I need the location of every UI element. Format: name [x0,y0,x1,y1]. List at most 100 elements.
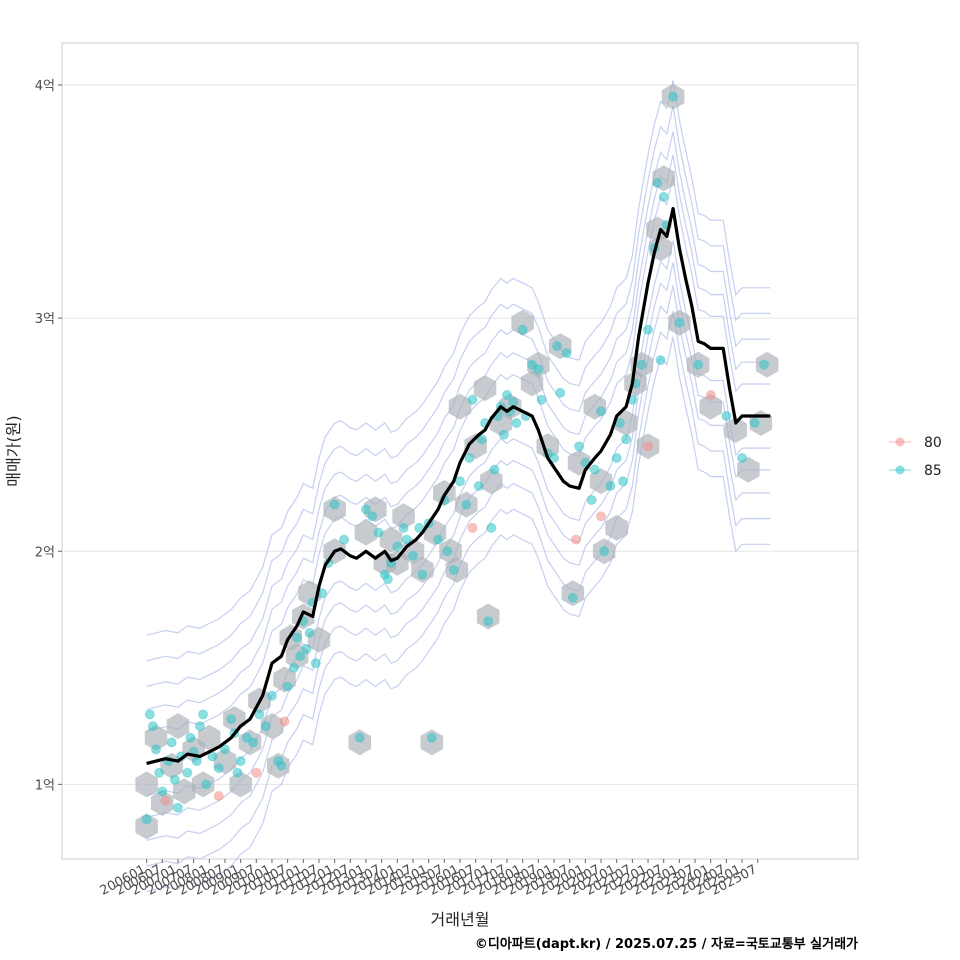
point-80-4 [467,522,478,533]
point-85-20 [219,744,230,755]
point-85-118 [758,359,769,370]
point-85-16 [198,709,209,720]
point-85-102 [621,434,632,445]
hexbin-15 [260,713,284,740]
point-85-44 [339,534,350,545]
point-85-94 [586,494,597,505]
x-axis-title: 거래년월 [431,910,490,929]
y-tick-label-1: 2억 [35,545,55,560]
point-85-35 [295,651,306,662]
legend-label-80: 80 [924,435,942,451]
point-85-32 [282,681,293,692]
point-85-69 [476,434,487,445]
point-85-62 [442,546,453,557]
point-85-112 [668,91,679,102]
point-85-57 [417,569,428,580]
point-85-109 [655,355,666,366]
hexbin-47 [511,309,534,336]
point-80-6 [596,511,607,522]
hexbin-49 [527,351,550,378]
point-85-110 [658,191,669,202]
contour-upper-4 [146,80,771,636]
moving-average-line [146,206,771,765]
point-80-1 [213,791,224,802]
point-85-83 [527,359,538,370]
hexbin-0 [135,813,158,840]
point-80-7 [643,441,654,452]
point-85-76 [498,429,509,440]
point-85-45 [354,732,365,743]
point-85-116 [737,452,748,463]
point-85-98 [605,480,616,491]
point-85-54 [401,534,412,545]
point-85-60 [433,534,444,545]
point-85-8 [169,774,180,785]
point-85-113 [674,317,685,328]
point-85-38 [304,627,315,638]
y-tick-label-2: 3억 [35,312,55,327]
point-85-15 [194,721,205,732]
hexbin-12 [229,771,252,798]
point-85-66 [464,452,475,463]
point-85-34 [292,632,303,643]
point-85-43 [329,499,340,510]
hexbin-43 [476,603,500,630]
point-85-90 [561,348,572,359]
point-85-29 [266,690,277,701]
hexbin-39 [448,393,472,420]
point-85-72 [486,522,497,533]
point-85-23 [232,767,243,778]
x-axis-ticks: 2006012006072007012007072008012008072009… [98,859,760,899]
point-85-48 [373,527,384,538]
point-85-95 [589,464,600,475]
hexbin-33 [411,556,434,583]
point-85-80 [511,418,522,429]
point-85-85 [536,394,547,405]
point-80-5 [570,534,581,545]
hexbin-44 [480,468,503,495]
point-85-84 [533,364,544,375]
contour-upper-2 [146,131,771,688]
point-85-28 [260,721,271,732]
point-85-37 [301,644,312,655]
point-85-92 [574,441,585,452]
contour-lower-4 [146,336,771,893]
point-85-114 [693,359,704,370]
point-85-55 [407,550,418,561]
hexbin-1 [135,771,158,798]
hexbin-9 [198,724,221,751]
hexbin-6 [173,778,196,805]
point-85-115 [721,411,732,422]
y-axis-ticks: 1억 2억 3억 4억 [35,79,62,793]
point-85-91 [567,592,578,603]
point-85-3 [151,744,162,755]
hexbin-70 [737,456,760,483]
point-85-88 [552,341,563,352]
point-80-3 [279,716,290,727]
point-85-26 [248,737,259,748]
point-85-31 [276,760,287,771]
point-85-1 [144,709,155,720]
point-85-17 [201,779,212,790]
point-85-19 [213,763,224,774]
hexbin-52 [561,580,585,607]
point-85-53 [398,522,409,533]
contour-lower-3 [146,310,771,867]
point-85-21 [226,714,237,725]
y-tick-label-0: 1억 [35,778,55,793]
hexbin-57 [605,514,628,541]
legend-swatch-85 [895,465,905,475]
hexbin-58 [614,410,638,436]
point-85-71 [483,616,494,627]
point-85-73 [489,464,500,475]
moving-average-path [146,206,771,765]
point-85-11 [182,767,193,778]
point-85-81 [517,324,528,335]
point-85-99 [611,452,622,463]
point-80-2 [251,767,262,778]
point-85-12 [185,732,196,743]
hexbin-68 [699,393,722,420]
point-80-8 [705,390,716,401]
point-85-0 [141,814,152,825]
